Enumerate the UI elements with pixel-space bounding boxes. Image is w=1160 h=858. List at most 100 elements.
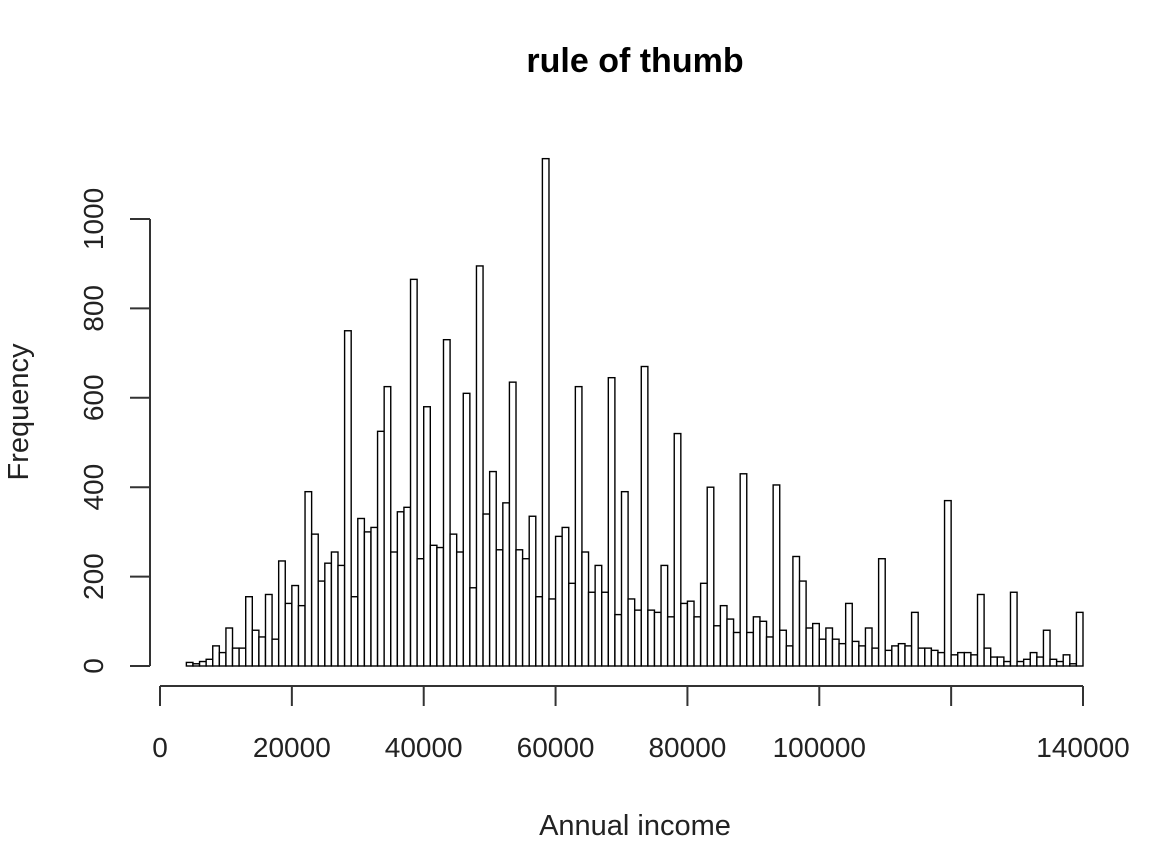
x-tick-label: 60000 — [517, 732, 595, 763]
histogram-bar — [904, 645, 913, 667]
histogram-bar — [1062, 654, 1071, 667]
histogram-bar — [666, 616, 675, 667]
histogram-bar — [561, 526, 570, 667]
histogram-bar — [996, 656, 1005, 667]
histogram-bar — [568, 582, 577, 667]
histogram-bar — [1036, 656, 1045, 667]
chart-title: rule of thumb — [526, 42, 743, 80]
histogram-bar — [706, 486, 715, 667]
histogram-bar — [225, 627, 234, 667]
histogram-bar — [185, 661, 194, 667]
histogram-bar — [950, 654, 959, 667]
x-tick-label: 80000 — [648, 732, 726, 763]
histogram-bar — [924, 647, 933, 667]
histogram-bar — [390, 551, 399, 667]
histogram-bar — [930, 649, 939, 667]
histogram-bar — [541, 157, 550, 667]
histogram-bar — [917, 647, 926, 667]
histogram-bar — [884, 649, 893, 667]
histogram-bar — [653, 611, 662, 667]
histogram-bar — [462, 392, 471, 667]
histogram-bar — [957, 651, 966, 667]
histogram-bar — [792, 555, 801, 667]
histogram-bar — [198, 660, 207, 667]
histogram-bar — [680, 602, 689, 667]
histogram-bar — [838, 642, 847, 667]
histogram-bar — [231, 647, 240, 667]
histogram-bar — [383, 385, 392, 667]
histogram-bar — [871, 647, 880, 667]
histogram-bar — [897, 642, 906, 667]
histogram-bar — [1069, 663, 1078, 667]
histogram-bar — [811, 622, 820, 667]
histogram-bar — [264, 593, 273, 667]
histogram-bar — [943, 499, 952, 667]
histogram-bar — [502, 502, 511, 667]
histogram-bar — [1016, 660, 1025, 667]
y-axis-label: Frequency — [3, 343, 35, 481]
histogram-bar — [587, 591, 596, 667]
histogram-bar — [429, 544, 438, 667]
histogram-bar — [508, 381, 517, 667]
histogram-bar — [482, 513, 491, 667]
histogram-bar — [937, 651, 946, 667]
histogram-bar — [1042, 629, 1051, 667]
histogram-bar — [739, 473, 748, 667]
histogram-bar — [291, 584, 300, 667]
histogram-bar — [363, 531, 372, 667]
y-tick-label: 0 — [78, 658, 109, 674]
histogram-bar — [554, 535, 563, 667]
histogram-bar — [640, 365, 649, 667]
histogram-bar — [350, 596, 359, 667]
histogram-bar — [772, 484, 781, 667]
histogram-bar — [245, 596, 254, 667]
histogram-bar — [983, 647, 992, 667]
histogram-bar — [805, 627, 814, 667]
y-tick-label: 800 — [78, 285, 109, 332]
histogram-bar — [357, 517, 366, 667]
histogram-bar — [277, 560, 286, 667]
histogram-bar — [693, 616, 702, 667]
histogram-bar — [297, 604, 306, 667]
histogram-bar — [205, 658, 214, 667]
histogram-bar — [818, 638, 827, 667]
histogram-bar — [258, 636, 267, 667]
x-tick-label: 0 — [152, 732, 168, 763]
histogram-bar — [535, 596, 544, 667]
histogram-bar — [851, 640, 860, 667]
histogram-bar — [713, 625, 722, 667]
histogram-bar — [396, 511, 405, 667]
histogram-bar — [317, 580, 326, 667]
bars-group — [185, 157, 1084, 667]
y-tick-label: 600 — [78, 374, 109, 421]
histogram-bar — [1009, 591, 1018, 667]
histogram-bar — [192, 663, 201, 667]
histogram-bar — [455, 551, 464, 667]
x-tick-label: 100000 — [773, 732, 866, 763]
histogram-bar — [752, 616, 761, 667]
histogram-bar — [403, 506, 412, 667]
histogram-bar — [620, 490, 629, 667]
histogram-bar — [324, 562, 333, 667]
histogram-bar — [699, 582, 708, 667]
histogram-bar — [673, 432, 682, 667]
histogram-bar — [831, 638, 840, 667]
histogram-bar — [581, 551, 590, 667]
histogram-bar — [970, 654, 979, 667]
histogram-bar — [416, 558, 425, 667]
histogram-bar — [864, 627, 873, 667]
histogram-bar — [614, 613, 623, 667]
histogram-bar — [798, 580, 807, 667]
histogram-bar — [515, 549, 524, 667]
histogram-bar — [528, 515, 537, 667]
histogram-bar — [304, 490, 313, 667]
histogram-bar — [779, 629, 788, 667]
histogram-bar — [423, 406, 431, 667]
histogram-bar — [732, 631, 741, 667]
histogram-bar — [337, 564, 346, 667]
histogram-bar — [844, 602, 853, 667]
histogram-bar — [251, 629, 260, 667]
histogram-bar — [785, 645, 794, 667]
x-axis-label: Annual income — [539, 810, 731, 842]
